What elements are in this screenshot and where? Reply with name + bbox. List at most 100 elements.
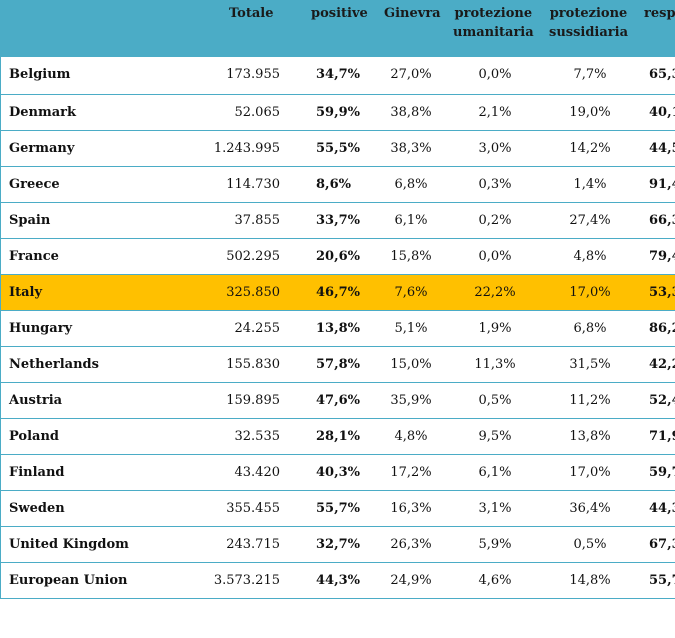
sussidiaria-cell: 27,4%	[569, 213, 611, 228]
country-cell: Germany	[9, 141, 75, 156]
country-cell: Denmark	[9, 105, 77, 120]
ginevra-cell: 24,9%	[390, 573, 432, 588]
respinte-cell: 53,3	[649, 285, 675, 300]
ginevra-cell: 26,3%	[390, 537, 432, 552]
totale-cell: 155.830	[226, 357, 280, 372]
umanitaria-cell: 0,2%	[478, 213, 512, 228]
respinte-cell: 79,4	[649, 249, 675, 264]
country-cell: Netherlands	[9, 357, 99, 372]
country-cell: Italy	[9, 285, 43, 300]
sussidiaria-cell: 1,4%	[573, 177, 607, 192]
umanitaria-cell: 2,1%	[478, 105, 512, 120]
sussidiaria-cell: 13,8%	[569, 429, 611, 444]
ginevra-cell: 38,3%	[390, 141, 432, 156]
ginevra-cell: 27,0%	[390, 67, 432, 82]
respinte-cell: 86,2	[649, 321, 675, 336]
header-protezione-umanitaria: protezione umanitaria	[453, 4, 534, 42]
umanitaria-cell: 0,0%	[478, 249, 512, 264]
ginevra-cell: 4,8%	[394, 429, 428, 444]
table-body: Belgium 173.955 34,7% 27,0% 0,0% 7,7% 65,3 Denm…	[0, 57, 675, 599]
country-cell: France	[9, 249, 59, 264]
header-umanitaria-line2: umanitaria	[453, 25, 534, 40]
ginevra-cell: 6,1%	[394, 213, 428, 228]
table-row: Hungary 24.255 13,8% 5,1% 1,9% 6,8% 86,2	[0, 311, 675, 347]
sussidiaria-cell: 4,8%	[573, 249, 607, 264]
positive-cell: 33,7%	[316, 213, 361, 228]
umanitaria-cell: 6,1%	[478, 465, 512, 480]
header-positive: positive	[311, 6, 368, 21]
country-cell: Spain	[9, 213, 51, 228]
table-row: Austria 159.895 47,6% 35,9% 0,5% 11,2% 52,4	[0, 383, 675, 419]
country-cell: Austria	[9, 393, 63, 408]
sussidiaria-cell: 19,0%	[569, 105, 611, 120]
positive-cell: 34,7%	[316, 67, 361, 82]
table-row: European Union 3.573.215 44,3% 24,9% 4,6% 14,…	[0, 563, 675, 599]
positive-cell: 57,8%	[316, 357, 361, 372]
totale-cell: 159.895	[226, 393, 280, 408]
country-cell: Poland	[9, 429, 60, 444]
totale-cell: 52.065	[234, 105, 281, 120]
positive-cell: 55,7%	[316, 501, 361, 516]
respinte-cell: 42,2	[649, 357, 675, 372]
country-cell: United Kingdom	[9, 537, 129, 552]
umanitaria-cell: 4,6%	[478, 573, 512, 588]
table-row: Greece 114.730 8,6% 6,8% 0,3% 1,4% 91,4	[0, 167, 675, 203]
country-cell: Sweden	[9, 501, 65, 516]
positive-cell: 55,5%	[316, 141, 361, 156]
totale-cell: 325.850	[226, 285, 280, 300]
respinte-cell: 44,3	[649, 501, 675, 516]
country-cell: Greece	[9, 177, 60, 192]
positive-cell: 46,7%	[316, 285, 361, 300]
sussidiaria-cell: 31,5%	[569, 357, 611, 372]
respinte-cell: 71,9	[649, 429, 675, 444]
sussidiaria-cell: 14,2%	[569, 141, 611, 156]
positive-cell: 44,3%	[316, 573, 361, 588]
ginevra-cell: 6,8%	[394, 177, 428, 192]
table-row: Spain 37.855 33,7% 6,1% 0,2% 27,4% 66,3	[0, 203, 675, 239]
positive-cell: 20,6%	[316, 249, 361, 264]
ginevra-cell: 17,2%	[390, 465, 432, 480]
respinte-cell: 52,4	[649, 393, 675, 408]
header-sussidiaria-line2: sussidiaria	[549, 25, 629, 40]
umanitaria-cell: 0,5%	[478, 393, 512, 408]
umanitaria-cell: 22,2%	[474, 285, 516, 300]
sussidiaria-cell: 7,7%	[573, 67, 607, 82]
totale-cell: 24.255	[234, 321, 281, 336]
respinte-cell: 67,3	[649, 537, 675, 552]
totale-cell: 43.420	[234, 465, 281, 480]
totale-cell: 3.573.215	[213, 573, 280, 588]
ginevra-cell: 16,3%	[390, 501, 432, 516]
respinte-cell: 65,3	[649, 67, 675, 82]
sussidiaria-cell: 36,4%	[569, 501, 611, 516]
ginevra-cell: 38,8%	[390, 105, 432, 120]
table-row: Poland 32.535 28,1% 4,8% 9,5% 13,8% 71,9	[0, 419, 675, 455]
respinte-cell: 59,7	[649, 465, 675, 480]
totale-cell: 114.730	[226, 177, 280, 192]
sussidiaria-cell: 17,0%	[569, 465, 611, 480]
umanitaria-cell: 5,9%	[478, 537, 512, 552]
umanitaria-cell: 1,9%	[478, 321, 512, 336]
totale-cell: 243.715	[226, 537, 280, 552]
ginevra-cell: 5,1%	[394, 321, 428, 336]
positive-cell: 32,7%	[316, 537, 361, 552]
umanitaria-cell: 0,3%	[478, 177, 512, 192]
table-header-row: Totale positive Ginevra protezione umani…	[0, 0, 675, 57]
sussidiaria-cell: 6,8%	[573, 321, 607, 336]
ginevra-cell: 7,6%	[394, 285, 428, 300]
totale-cell: 37.855	[234, 213, 281, 228]
umanitaria-cell: 9,5%	[478, 429, 512, 444]
table-row: Belgium 173.955 34,7% 27,0% 0,0% 7,7% 65,3	[0, 57, 675, 95]
respinte-cell: 55,7	[649, 573, 675, 588]
header-umanitaria-line1: protezione	[454, 6, 533, 21]
table-row: Finland 43.420 40,3% 17,2% 6,1% 17,0% 59,7	[0, 455, 675, 491]
positive-cell: 28,1%	[316, 429, 361, 444]
positive-cell: 59,9%	[316, 105, 361, 120]
table-row: Netherlands 155.830 57,8% 15,0% 11,3% 31,5% 42…	[0, 347, 675, 383]
positive-cell: 8,6%	[316, 177, 351, 192]
ginevra-cell: 15,0%	[390, 357, 432, 372]
header-respinte: respi	[644, 6, 675, 21]
sussidiaria-cell: 0,5%	[573, 537, 607, 552]
table-row: France 502.295 20,6% 15,8% 0,0% 4,8% 79,4	[0, 239, 675, 275]
ginevra-cell: 35,9%	[390, 393, 432, 408]
country-cell: European Union	[9, 573, 128, 588]
